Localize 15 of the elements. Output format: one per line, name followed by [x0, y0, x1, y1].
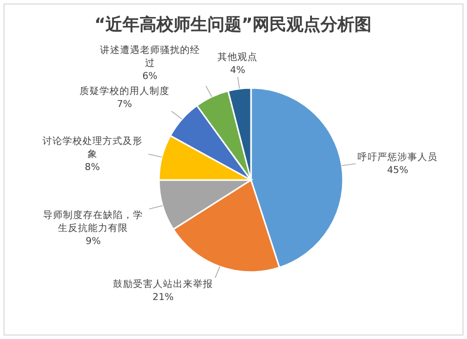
data-label: 6%	[141, 70, 158, 84]
slice-label: 质疑学校的用人制度	[79, 86, 170, 98]
slice-label: 讲述遭遇老师骚扰的经过	[100, 45, 200, 70]
slice-label: 鼓励受害人站出来举报	[113, 278, 214, 290]
data-label: 45%	[386, 164, 410, 177]
slice-label: 导师制度存在缺陷，学生反抗能力有限	[43, 210, 144, 234]
chart-title: “近年高校师生问题”网民观点分析图	[94, 15, 372, 35]
data-label: 8%	[84, 160, 101, 174]
data-label: 9%	[84, 235, 102, 248]
data-label: 4%	[229, 64, 246, 77]
slice-label: 其他观点	[218, 52, 258, 63]
slice-label: 呼吁严惩涉事人员	[358, 152, 438, 163]
data-label: 21%	[152, 290, 175, 304]
slice-label: 讨论学校处理方式及形象	[42, 136, 142, 160]
data-label: 7%	[116, 98, 134, 112]
